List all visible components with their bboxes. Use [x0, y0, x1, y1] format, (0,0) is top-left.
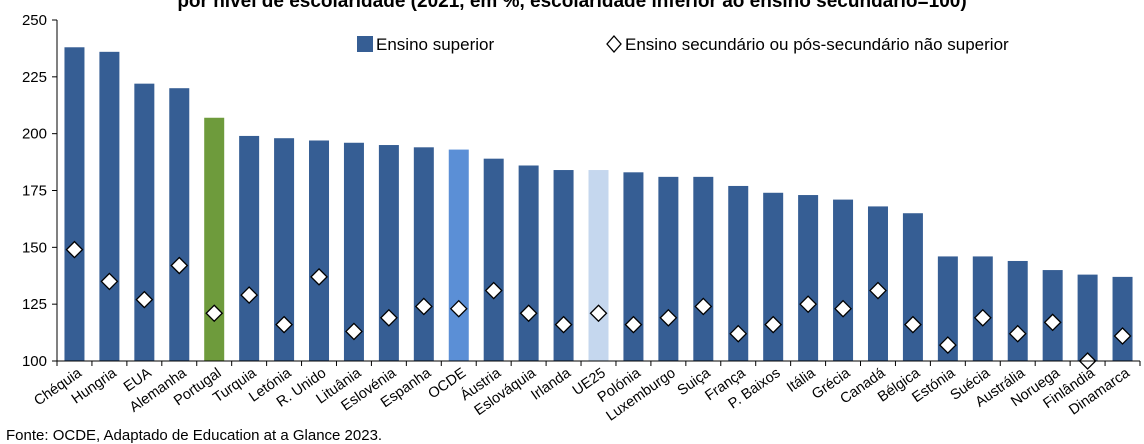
marker-ue25: [589, 304, 608, 323]
legend: Ensino superior Ensino secundário ou pós…: [357, 35, 1009, 54]
chart-title-rest: (2021, em %, escolaridade inferior ao en…: [405, 0, 967, 12]
y-tick-label: 100: [22, 353, 47, 370]
bar-sui-a: [693, 176, 714, 361]
bar-eslov-nia: [378, 145, 399, 361]
bar-p-baixos: [763, 192, 784, 361]
bar-pol-nia: [623, 172, 644, 361]
marker-eslov-nia: [379, 308, 398, 327]
marker-alemanha: [170, 256, 189, 275]
legend-label-bar: Ensino superior: [376, 35, 494, 54]
marker-eslov-quia: [519, 304, 538, 323]
bar-austr-lia: [1007, 260, 1028, 361]
y-tick-label: 250: [22, 12, 47, 29]
marker-p-baixos: [764, 315, 783, 334]
marker-noruega: [1043, 313, 1062, 332]
marker--ustria: [484, 281, 503, 300]
marker-luxemburgo: [659, 308, 678, 327]
y-axis: 100 125 150 175 200 225 250: [22, 12, 58, 370]
chart-title: por nível de escolaridade (2021, em %, e…: [0, 0, 1144, 13]
marker-r-unido: [310, 267, 328, 286]
bar-r-unido: [309, 140, 330, 361]
bar-ue25: [588, 170, 609, 361]
bar-est-nia: [937, 256, 958, 361]
bar-su-cia: [972, 256, 993, 361]
bar-eua: [134, 83, 155, 362]
marker-austr-lia: [1008, 324, 1027, 343]
marker-eua: [135, 290, 154, 309]
marker-hungria: [100, 272, 119, 291]
y-tick-label: 200: [22, 126, 47, 143]
bar-let-nia: [274, 138, 295, 361]
y-tick-label: 175: [22, 183, 47, 200]
bar-b-lgica: [902, 213, 923, 361]
source-note: Fonte: OCDE, Adaptado de Education at a …: [6, 427, 383, 444]
marker-gr-cia: [834, 299, 852, 318]
bar-finl-ndia: [1077, 274, 1098, 361]
chart-title-bold: por nível de escolaridade: [177, 0, 406, 12]
marker-let-nia: [275, 315, 294, 334]
y-tick-label: 125: [22, 296, 47, 313]
marker-it-lia: [799, 295, 818, 314]
y-tick-label: 150: [22, 239, 47, 256]
marker-est-nia: [938, 336, 957, 355]
bar-irlanda: [553, 170, 574, 361]
bar-alemanha: [169, 88, 190, 361]
marker-irlanda: [554, 315, 573, 334]
marker-su-cia: [973, 308, 992, 327]
bar-ocde: [448, 149, 469, 361]
marker-ch-quia: [65, 240, 84, 259]
bar-litu-nia: [343, 142, 364, 361]
marker-sui-a: [694, 297, 713, 316]
marker-pol-nia: [624, 315, 643, 334]
marker-turquia: [240, 286, 259, 304]
bar-eslov-quia: [518, 165, 539, 361]
marker-espanha: [414, 297, 433, 316]
bar-espanha: [413, 147, 434, 361]
bar-ch-quia: [64, 47, 85, 361]
bar-gr-cia: [833, 199, 854, 361]
marker-fran-a: [729, 324, 748, 343]
bar-fran-a: [728, 185, 749, 361]
y-tick-label: 225: [22, 69, 47, 86]
bar-dinamarca: [1112, 276, 1133, 361]
marker-canad-: [869, 281, 887, 300]
legend-swatch-bar: [357, 36, 373, 52]
bar-turquia: [239, 135, 260, 361]
marker-b-lgica: [903, 315, 922, 334]
legend-swatch-marker: [606, 35, 622, 53]
bar-portugal: [204, 117, 225, 362]
markers-group: [65, 240, 1132, 370]
bar--ustria: [483, 158, 504, 361]
marker-ocde: [449, 299, 468, 318]
legend-label-marker: Ensino secundário ou pós-secundário não …: [625, 35, 1009, 54]
bar-it-lia: [798, 195, 819, 361]
marker-litu-nia: [345, 322, 363, 341]
marker-dinamarca: [1113, 327, 1132, 345]
marker-portugal: [205, 304, 224, 323]
bar-hungria: [99, 51, 120, 362]
bar-luxemburgo: [658, 176, 679, 361]
x-tick-label: Irlanda: [528, 365, 574, 404]
